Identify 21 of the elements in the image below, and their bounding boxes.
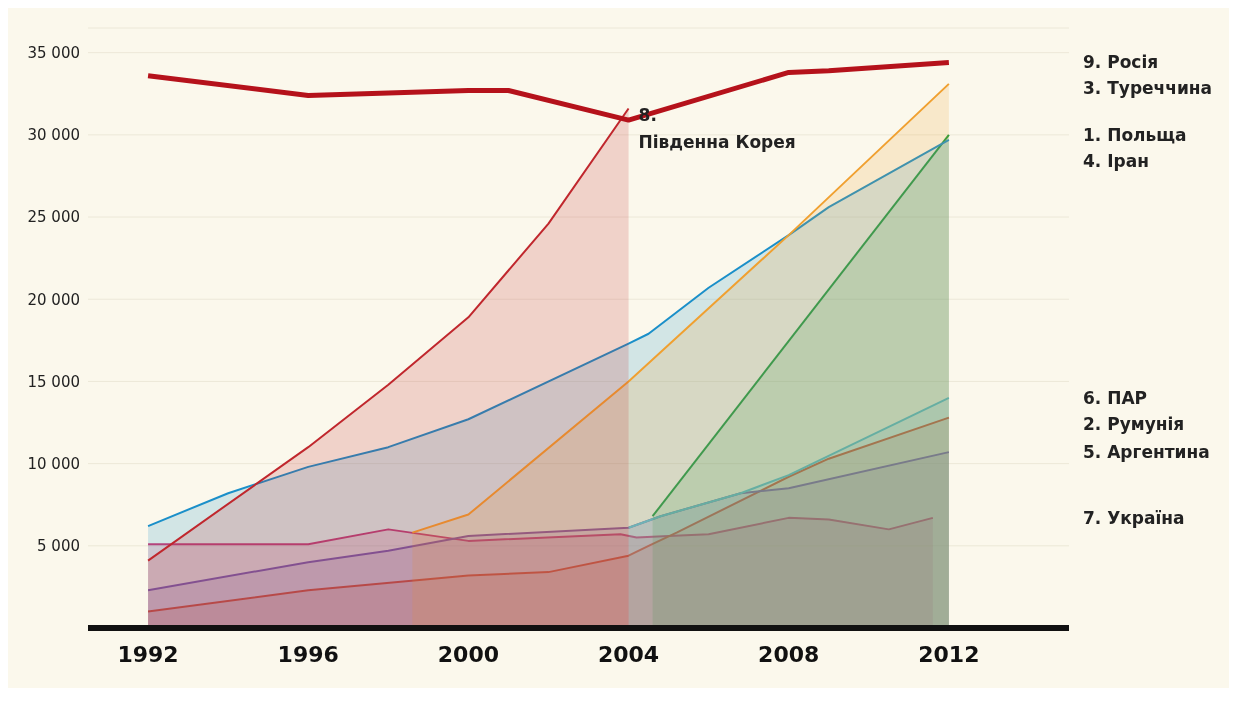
x-tick-label: 2000: [437, 641, 499, 667]
x-tick-label: 1996: [277, 641, 339, 667]
text: 7. Україна: [1083, 507, 1185, 528]
x-tick-label: 2012: [918, 641, 980, 667]
y-tick-label: 10 000: [27, 454, 80, 473]
x-tick-label: 2004: [597, 641, 660, 667]
y-tick-label: 5 000: [37, 537, 80, 556]
y-tick-label: 35 000: [27, 43, 80, 62]
y-tick-label: 20 000: [27, 290, 80, 309]
text: 9. Росія: [1083, 52, 1159, 73]
text: 3. Туреччина: [1083, 78, 1213, 99]
y-tick-label: 25 000: [27, 208, 80, 227]
text: 6. ПАР: [1083, 387, 1148, 408]
y-tick-label: 15 000: [27, 372, 80, 391]
text: 5. Аргентина: [1083, 442, 1210, 463]
text: 4. Іран: [1083, 150, 1149, 171]
x-tick-label: 1992: [117, 641, 179, 667]
text: 2. Румунія: [1083, 413, 1185, 434]
text: 1. Польща: [1083, 124, 1187, 145]
y-tick-label: 30 000: [27, 126, 80, 145]
x-tick-label: 2008: [758, 641, 820, 667]
